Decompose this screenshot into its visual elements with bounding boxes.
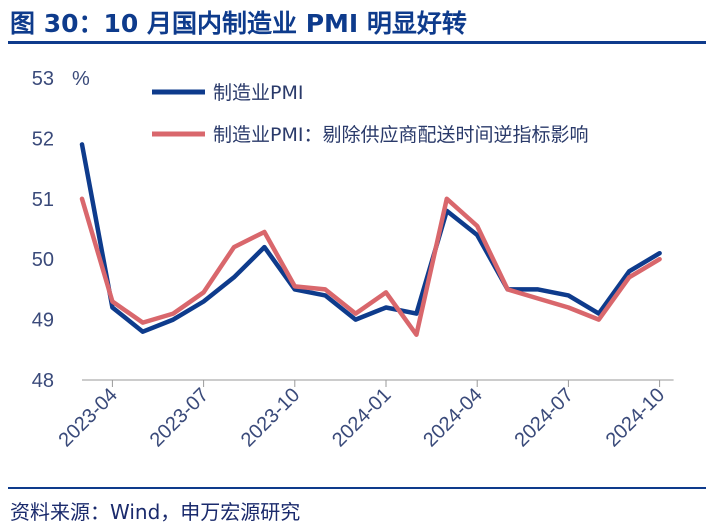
x-tick-label: 2024-10: [602, 384, 669, 451]
legend-label-1: 制造业PMI: [213, 82, 303, 104]
y-tick-label: 52: [32, 128, 54, 150]
legend: 制造业PMI 制造业PMI：剔除供应商配送时间逆指标影响: [152, 82, 588, 146]
chart-title: 图 30：10 月国内制造业 PMI 明显好转: [10, 9, 467, 38]
y-unit-label: %: [72, 68, 90, 90]
x-axis: 2023-04 2023-07 2023-10 2024-01 2024-04 2024-…: [54, 379, 674, 451]
source-rule: [8, 487, 706, 489]
x-tick-label: 2024-04: [419, 384, 486, 451]
series-layer: [79, 142, 662, 337]
y-tick-label: 48: [32, 370, 54, 392]
x-tick-label: 2023-04: [54, 384, 121, 451]
y-axis: 48 49 50 51 52 53%: [32, 68, 90, 392]
legend-label-2: 制造业PMI：剔除供应商配送时间逆指标影响: [213, 124, 588, 146]
x-tick-label: 2024-01: [328, 384, 395, 451]
x-tick-label: 2023-07: [146, 384, 213, 451]
x-tick-label: 2023-10: [237, 384, 304, 451]
y-tick-label: 49: [32, 310, 54, 332]
y-tick-label: 50: [32, 249, 54, 271]
y-tick-label: 53: [32, 68, 54, 90]
title-rule: [8, 41, 706, 44]
y-tick-label: 51: [32, 189, 54, 211]
series-line-2: [79, 196, 662, 337]
source-note: 资料来源：Wind，申万宏源研究: [10, 500, 301, 524]
x-tick-label: 2024-07: [510, 384, 577, 451]
series-line-1: [79, 142, 662, 334]
